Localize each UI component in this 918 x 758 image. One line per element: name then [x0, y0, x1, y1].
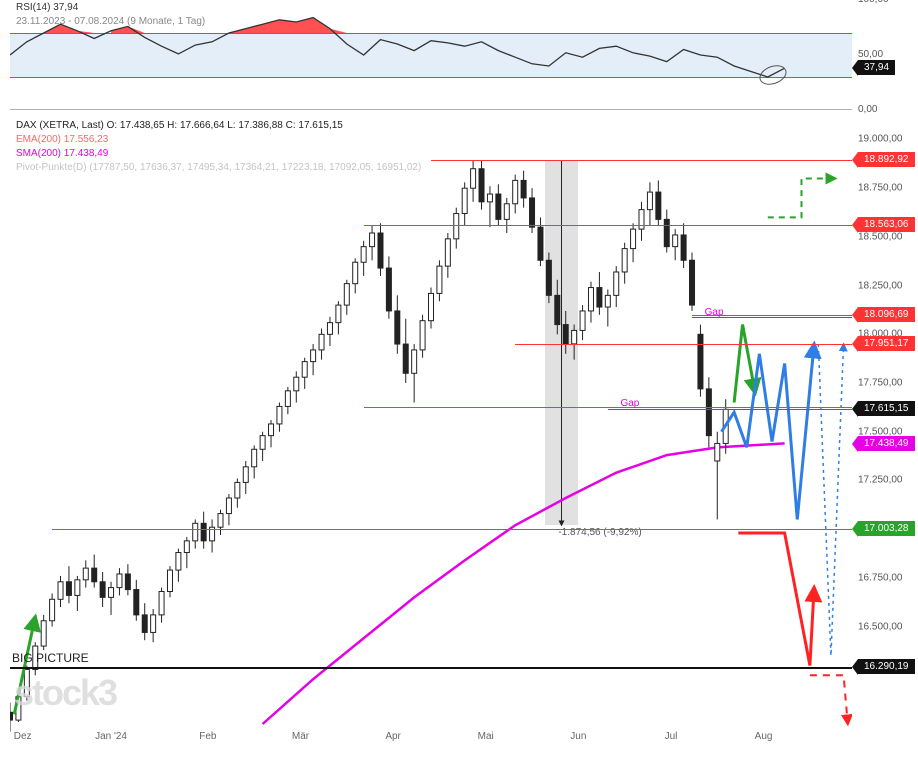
- rsi-axis-tick: 0,00: [858, 104, 908, 115]
- rsi-band: [10, 33, 852, 77]
- rsi-panel: RSI(14) 37,94 23.11.2023 - 07.08.2024 (9…: [10, 0, 852, 110]
- hline: [608, 409, 852, 410]
- ema200-legend: EMA(200) 17.556,23: [16, 134, 108, 145]
- hline: [10, 667, 852, 669]
- y-axis-tick: 19.000,00: [858, 134, 918, 145]
- value-tag: 17.438,49: [858, 436, 915, 451]
- rsi-value-tag: 37,94: [858, 60, 895, 75]
- hline-price-tag: 18.892,92: [858, 152, 915, 167]
- big-picture-label: BIG PICTURE: [12, 651, 89, 665]
- rsi-axis-tick: 50,00: [858, 49, 908, 60]
- pivot-legend: Pivot-Punkte(D) (17787,50, 17636,37, 174…: [16, 162, 421, 173]
- y-axis-tick: 18.250,00: [858, 280, 918, 291]
- sma200-legend: SMA(200) 17.438,49: [16, 148, 108, 159]
- main-panel[interactable]: DAX (XETRA, Last) O: 17.438,65 H: 17.666…: [10, 120, 852, 740]
- rsi-upper-line: [10, 33, 852, 34]
- date-range: 23.11.2023 - 07.08.2024 (9 Monate, 1 Tag…: [16, 16, 205, 27]
- hline-price-tag: 18.096,69: [858, 307, 915, 322]
- y-axis-tick: 17.250,00: [858, 475, 918, 486]
- y-axis-tick: 16.750,00: [858, 572, 918, 583]
- x-axis-tick: Jun: [570, 731, 586, 742]
- hline: [52, 529, 852, 530]
- measure-zone: [545, 160, 579, 525]
- watermark: stock3: [14, 672, 116, 714]
- rsi-legend: RSI(14) 37,94: [16, 2, 78, 13]
- symbol-line: DAX (XETRA, Last) O: 17.438,65 H: 17.666…: [16, 120, 343, 131]
- gap-label: Gap: [620, 398, 639, 409]
- x-axis-tick: Apr: [385, 731, 401, 742]
- x-axis-tick: Feb: [199, 731, 216, 742]
- hline: [431, 160, 852, 161]
- hline-price-tag: 16.290,19: [858, 659, 915, 674]
- hline-price-tag: 17.003,28: [858, 521, 915, 536]
- chart-root: RSI(14) 37,94 23.11.2023 - 07.08.2024 (9…: [0, 0, 918, 758]
- main-svg: [10, 120, 852, 740]
- rsi-axis-tick: 100,00: [858, 0, 908, 5]
- y-axis-tick: 16.500,00: [858, 621, 918, 632]
- x-axis-tick: Dez: [14, 731, 32, 742]
- gap-label: Gap: [705, 307, 724, 318]
- y-axis-tick: 18.750,00: [858, 183, 918, 194]
- x-axis-tick: Jan '24: [95, 731, 127, 742]
- hline: [364, 225, 852, 226]
- hline-price-tag: 18.563,06: [858, 217, 915, 232]
- value-tag: 17.615,15: [858, 401, 915, 416]
- x-axis-tick: Mai: [478, 731, 494, 742]
- hline: [364, 407, 852, 408]
- y-axis-tick: 18.500,00: [858, 231, 918, 242]
- x-axis-tick: Jul: [665, 731, 678, 742]
- x-axis-tick: Mär: [292, 731, 309, 742]
- y-axis-tick: 17.750,00: [858, 378, 918, 389]
- rsi-lower-line: [10, 77, 852, 78]
- hline-price-tag: 17.951,17: [858, 336, 915, 351]
- x-axis-tick: Aug: [755, 731, 773, 742]
- hline: [515, 344, 852, 345]
